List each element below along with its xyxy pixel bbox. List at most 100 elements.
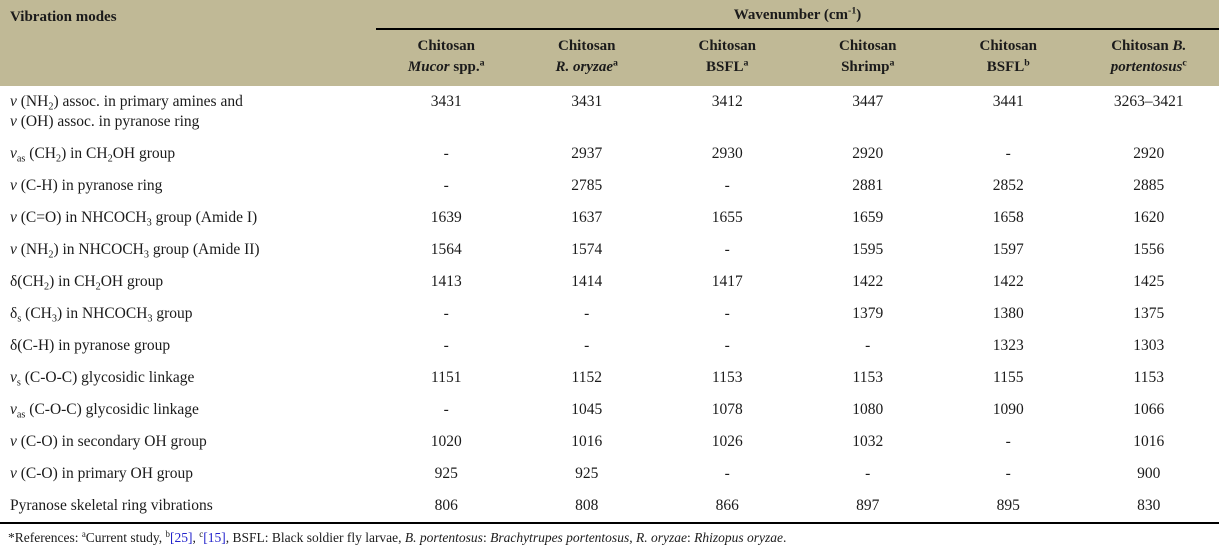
table-row: δ(C-H) in pyranose group - - - -1323 1303 (0, 330, 1219, 362)
value-cell: - (376, 298, 517, 330)
value-cell: 1375 (1078, 298, 1219, 330)
column-header: Chitosan BSFLa (657, 29, 798, 86)
span-header-row: Vibration modes Wavenumber (cm-1) (0, 0, 1219, 86)
value-cell: 1379 (797, 298, 938, 330)
value-cell: - (516, 330, 657, 362)
value-cell: 2937 (516, 138, 657, 170)
citation-link[interactable]: [25] (170, 530, 193, 545)
column-header: Chitosan Mucor spp.a (376, 29, 517, 86)
value-cell: 3431 (516, 86, 657, 138)
value-cell: 897 (797, 490, 938, 522)
row-label: δ(C-H) in pyranose group (0, 330, 376, 362)
table-row: νs (C-O-C) glycosidic linkage 1151 1152 115… (0, 362, 1219, 394)
value-cell: 1026 (657, 426, 798, 458)
value-cell: 1016 (516, 426, 657, 458)
value-cell: 1303 (1078, 330, 1219, 362)
column-header: Chitosan BSFLb (938, 29, 1079, 86)
span-header-wavenumber: Wavenumber (cm-1) (376, 0, 1219, 30)
value-cell: 1417 (657, 266, 798, 298)
value-cell: 3412 (657, 86, 798, 138)
table-body: ν (NH2) assoc. in primary amines and ν (O… (0, 86, 1219, 522)
value-cell: 1620 (1078, 202, 1219, 234)
row-label: νas (C-O-C) glycosidic linkage (0, 394, 376, 426)
value-cell: 2920 (797, 138, 938, 170)
value-cell: 1155 (938, 362, 1079, 394)
value-cell: 895 (938, 490, 1079, 522)
value-cell: - (657, 298, 798, 330)
value-cell: 3431 (376, 86, 517, 138)
value-cell: 925 (516, 458, 657, 490)
value-cell: 866 (657, 490, 798, 522)
citation-link[interactable]: [15] (203, 530, 226, 545)
column-header-row: Chitosan Mucor spp.a Chitosan R. oryzaea Chi… (0, 29, 1219, 86)
footnote: *References: aCurrent study, b[25], c[15… (0, 522, 1219, 546)
value-cell: - (376, 138, 517, 170)
table-row: ν (C-O) in secondary OH group 1020 1016 102… (0, 426, 1219, 458)
table-row: ν (C-H) in pyranose ring -2785-2881 2852 28… (0, 170, 1219, 202)
value-cell: - (376, 394, 517, 426)
table-row: δs (CH3) in NHCOCH3 group - - -1379 1380 1375 (0, 298, 1219, 330)
value-cell: 1032 (797, 426, 938, 458)
column-header: Chitosan B. portentosusc (1078, 29, 1219, 86)
table-row: ν (NH2) assoc. in primary amines and ν (O… (0, 86, 1219, 138)
value-cell: 1564 (376, 234, 517, 266)
value-cell: 1658 (938, 202, 1079, 234)
row-label: ν (NH2) assoc. in primary amines and ν (O… (0, 86, 376, 138)
row-label: νas (CH2) in CH2OH group (0, 138, 376, 170)
value-cell: 1078 (657, 394, 798, 426)
value-cell: 3441 (938, 86, 1079, 138)
value-cell: 1637 (516, 202, 657, 234)
value-cell: 925 (376, 458, 517, 490)
row-label: δs (CH3) in NHCOCH3 group (0, 298, 376, 330)
value-cell: 1597 (938, 234, 1079, 266)
table-row: ν (NH2) in NHCOCH3 group (Amide II) 1564 1… (0, 234, 1219, 266)
value-cell: 1080 (797, 394, 938, 426)
value-cell: 900 (1078, 458, 1219, 490)
row-label: ν (C=O) in NHCOCH3 group (Amide I) (0, 202, 376, 234)
row-label: δ(CH2) in CH2OH group (0, 266, 376, 298)
value-cell: 3263–3421 (1078, 86, 1219, 138)
row-label: ν (C-H) in pyranose ring (0, 170, 376, 202)
table-row: ν (C=O) in NHCOCH3 group (Amide I) 1639 16… (0, 202, 1219, 234)
table-row: νas (C-O-C) glycosidic linkage -1045 1078 1… (0, 394, 1219, 426)
value-cell: 806 (376, 490, 517, 522)
value-cell: - (657, 170, 798, 202)
value-cell: 1595 (797, 234, 938, 266)
value-cell: 1425 (1078, 266, 1219, 298)
column-header: Chitosan R. oryzaea (516, 29, 657, 86)
value-cell: - (657, 458, 798, 490)
value-cell: 2852 (938, 170, 1079, 202)
value-cell: 2881 (797, 170, 938, 202)
value-cell: 1639 (376, 202, 517, 234)
value-cell: 1090 (938, 394, 1079, 426)
value-cell: 1153 (1078, 362, 1219, 394)
row-label: νs (C-O-C) glycosidic linkage (0, 362, 376, 394)
value-cell: 1153 (657, 362, 798, 394)
row-label: ν (C-O) in primary OH group (0, 458, 376, 490)
row-label: ν (C-O) in secondary OH group (0, 426, 376, 458)
value-cell: 1422 (797, 266, 938, 298)
value-cell: 1574 (516, 234, 657, 266)
value-cell: 830 (1078, 490, 1219, 522)
value-cell: 1323 (938, 330, 1079, 362)
value-cell: 1422 (938, 266, 1079, 298)
value-cell: - (657, 330, 798, 362)
value-cell: 1152 (516, 362, 657, 394)
value-cell: 1151 (376, 362, 517, 394)
value-cell: 1380 (938, 298, 1079, 330)
value-cell: 3447 (797, 86, 938, 138)
value-cell: - (516, 298, 657, 330)
table-row: Pyranose skeletal ring vibrations 806 808 8… (0, 490, 1219, 522)
value-cell: - (938, 458, 1079, 490)
vibration-modes-table: Vibration modes Wavenumber (cm-1) Chitos… (0, 0, 1219, 522)
value-cell: - (657, 234, 798, 266)
value-cell: 1066 (1078, 394, 1219, 426)
value-cell: 1659 (797, 202, 938, 234)
value-cell: - (376, 330, 517, 362)
value-cell: - (376, 170, 517, 202)
value-cell: 1413 (376, 266, 517, 298)
value-cell: 2920 (1078, 138, 1219, 170)
table-row: νas (CH2) in CH2OH group -2937 2930 2920-29… (0, 138, 1219, 170)
value-cell: 1020 (376, 426, 517, 458)
